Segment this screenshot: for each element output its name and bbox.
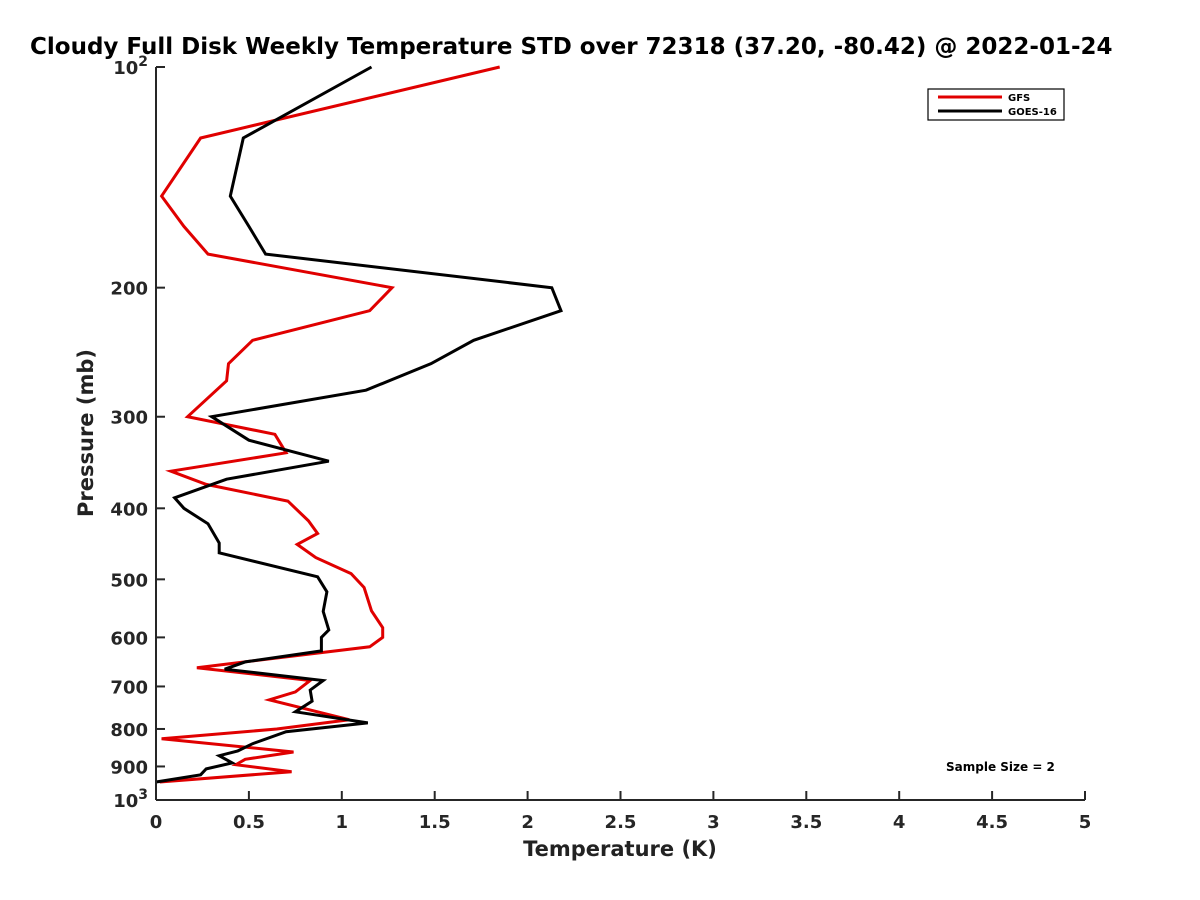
y-tick-label: 500 (110, 570, 148, 591)
legend-label-gfs: GFS (1008, 93, 1030, 104)
x-tick-label: 5 (1079, 812, 1092, 833)
plot-area (155, 65, 1085, 801)
x-tick-label: 0.5 (233, 812, 265, 833)
x-tick-label: 0 (150, 812, 163, 833)
x-tick-label: 3.5 (790, 812, 822, 833)
legend-box (927, 88, 1065, 121)
y-tick-label: 900 (110, 757, 148, 778)
x-tick-label: 4 (893, 812, 906, 833)
y-tick-label: 600 (110, 628, 148, 649)
y-tick-label: 700 (110, 677, 148, 698)
y-tick-label: 300 (110, 408, 148, 429)
y-tick-label: 102 (113, 54, 148, 79)
y-tick-label: 800 (110, 720, 148, 741)
x-tick-label: 1.5 (419, 812, 451, 833)
x-tick-label: 2.5 (605, 812, 637, 833)
x-tick-label: 2 (521, 812, 534, 833)
x-tick-label: 3 (707, 812, 720, 833)
y-tick-label: 103 (113, 787, 148, 812)
series-line-goes-16 (155, 65, 563, 784)
x-axis-label: Temperature (K) (523, 837, 717, 861)
x-tick-label: 4.5 (976, 812, 1008, 833)
sample-size-annotation: Sample Size = 2 (946, 760, 1055, 774)
y-tick-label: 400 (110, 499, 148, 520)
y-axis-label: Pressure (mb) (74, 349, 98, 517)
x-tick-label: 1 (336, 812, 349, 833)
legend: GFS GOES-16 (927, 88, 1065, 121)
chart-title: Cloudy Full Disk Weekly Temperature STD … (30, 34, 1113, 60)
series-layer (155, 65, 563, 784)
series-line-gfs (159, 65, 501, 784)
legend-label-goes-16: GOES-16 (1008, 107, 1057, 118)
x-ticks: 0 0.5 1 1.5 2 2.5 3 3.5 4 4.5 5 (150, 791, 1092, 833)
y-ticks: 102 200 300 400 500 600 700 800 900 103 (110, 54, 165, 812)
y-tick-label: 200 (110, 279, 148, 300)
